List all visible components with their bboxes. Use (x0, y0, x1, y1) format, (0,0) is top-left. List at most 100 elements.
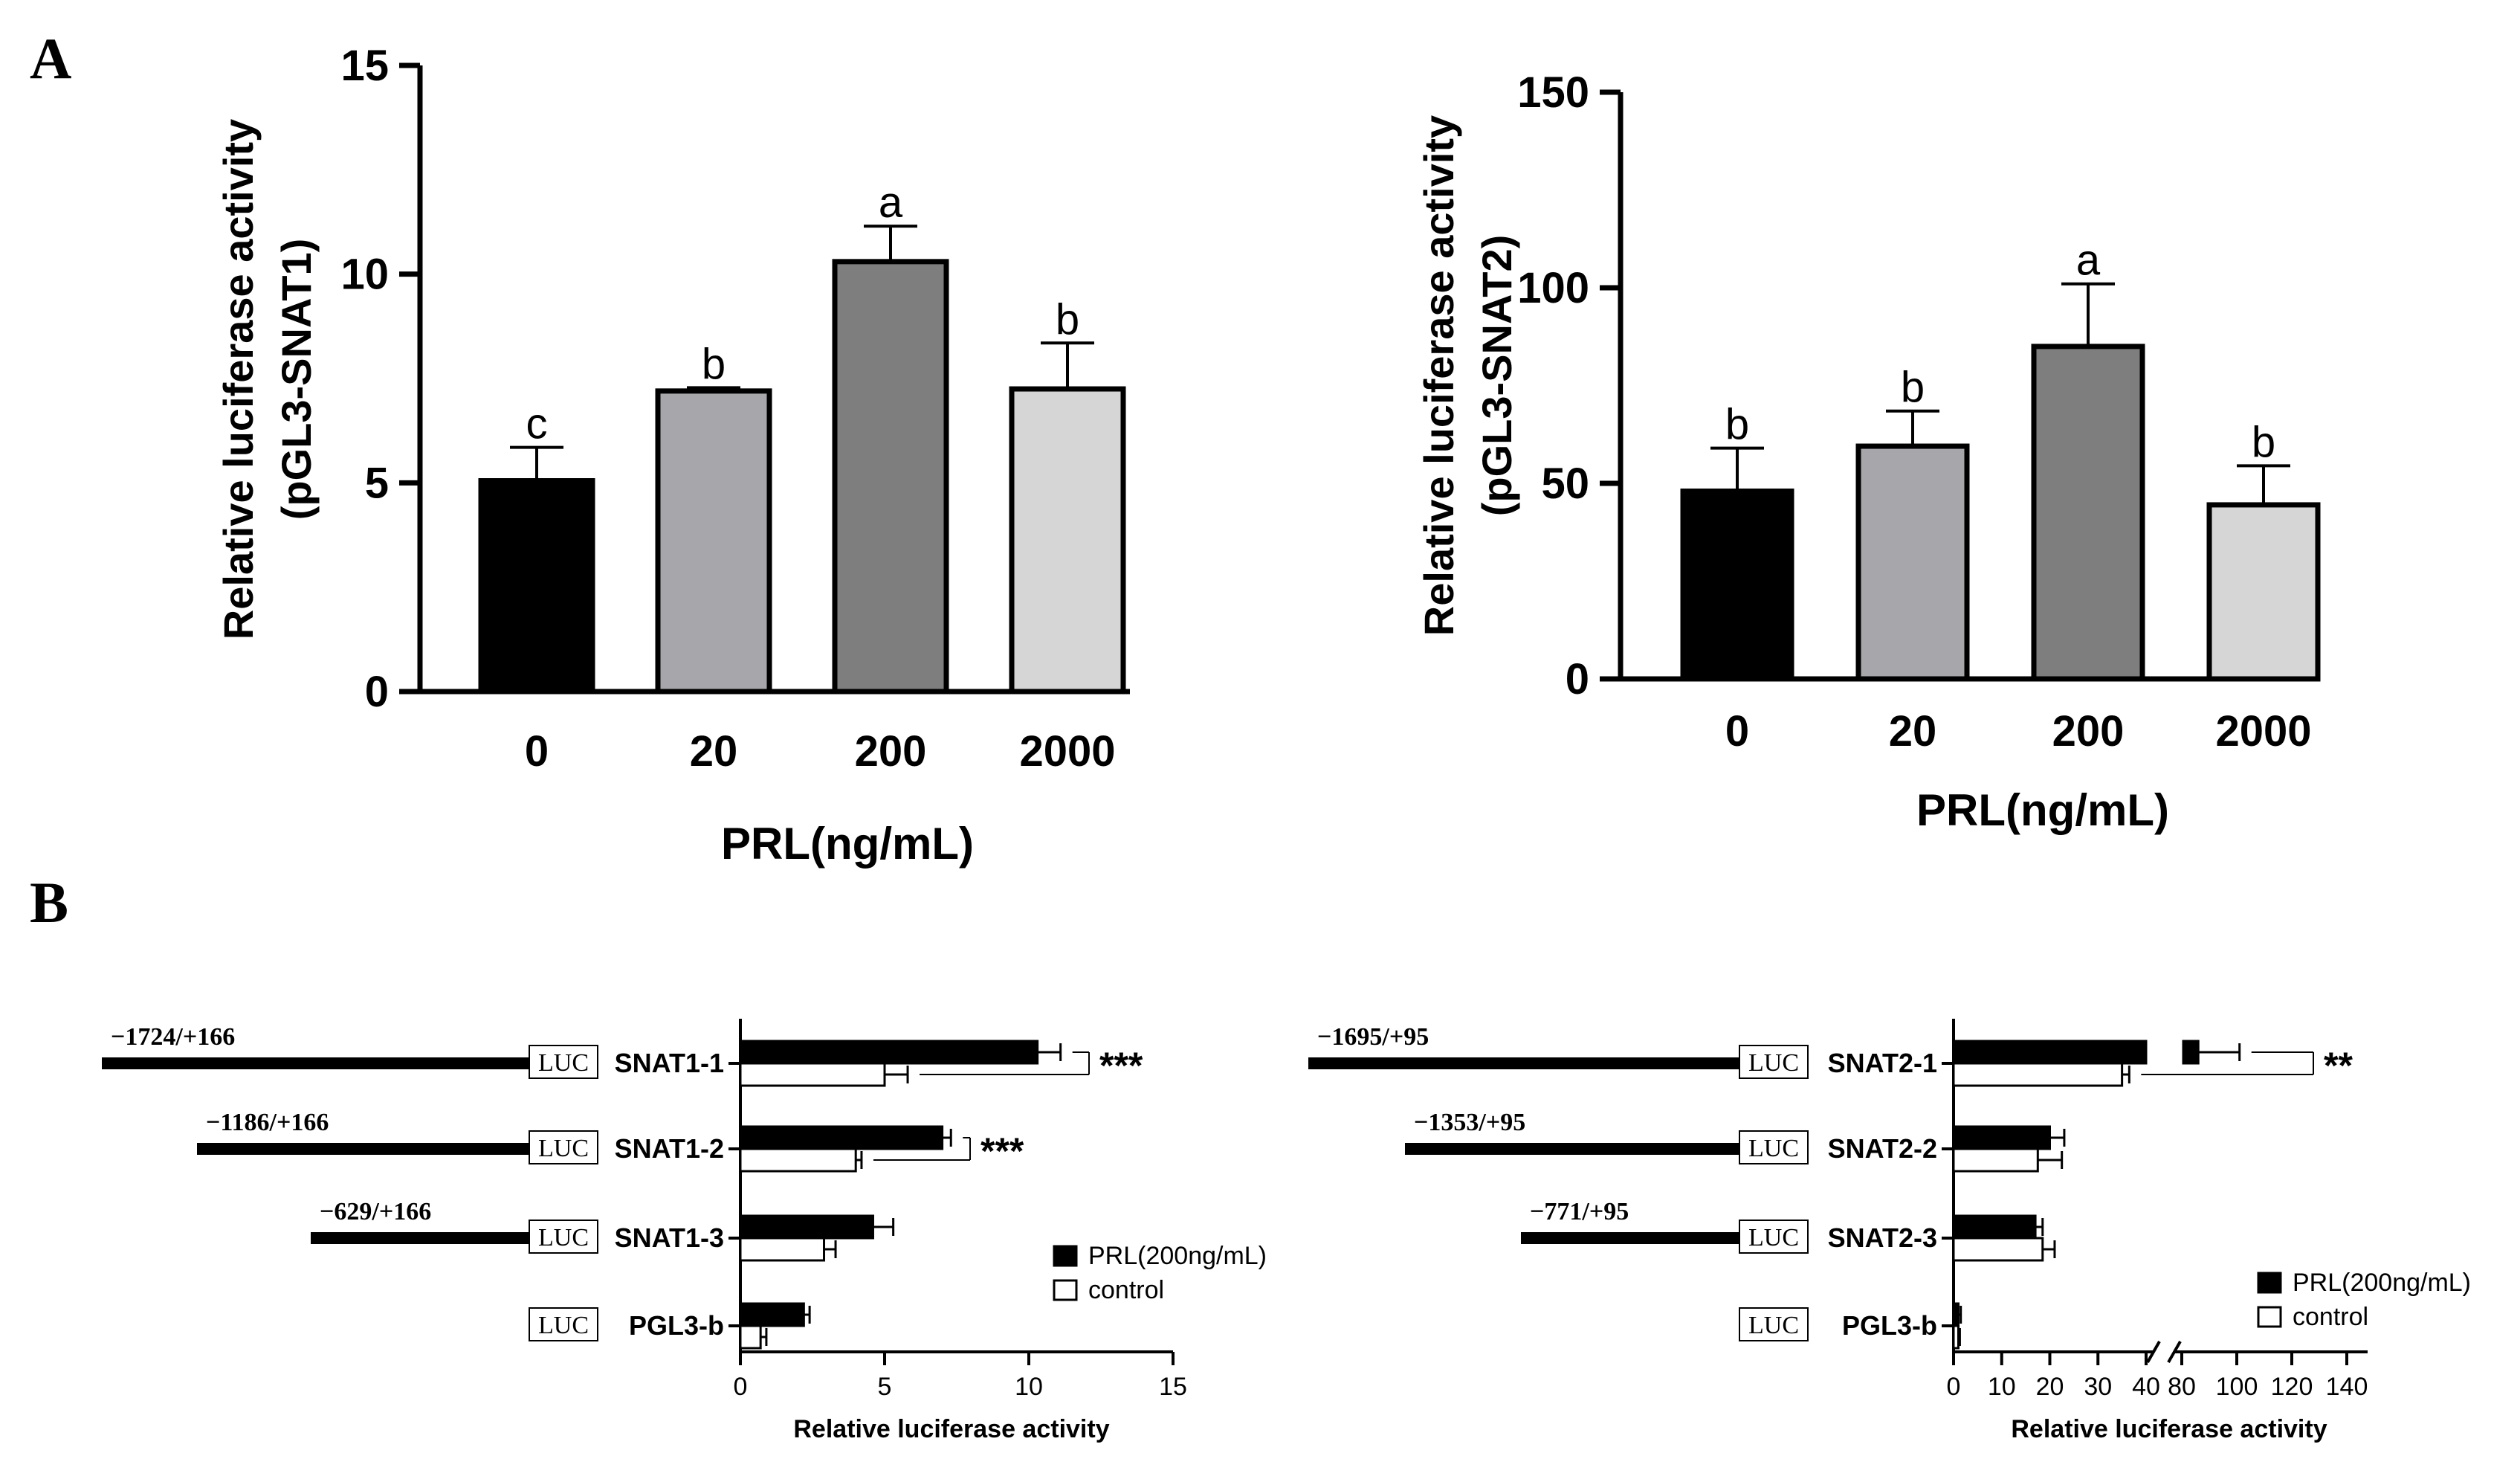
treated-bar (1952, 1125, 2051, 1150)
x-tick-label: 80 (2168, 1373, 2196, 1401)
luc-label: LUC (1748, 1049, 1799, 1077)
x-tick-label: 0 (1947, 1373, 1961, 1401)
bar (2031, 344, 2145, 682)
promoter-position-label: −1724/+166 (111, 1023, 235, 1051)
chart-b1-snat1-promoter: 0 5 10 15 Relative luciferase activity SNAT1-… (102, 1019, 1267, 1443)
y-axis-title-sub: (pGL3-SNAT2) (1473, 235, 1520, 517)
promoter-position-label: −1695/+95 (1317, 1023, 1429, 1051)
bar (1009, 386, 1126, 695)
legend-label-treated: PRL(200ng/mL) (1088, 1242, 1267, 1270)
construct-label: SNAT2-2 (1828, 1133, 1937, 1164)
luc-box (1739, 1130, 1809, 1164)
x-axis-title: Relative luciferase activity (793, 1415, 1109, 1443)
luc-label: LUC (538, 1224, 589, 1251)
promoter-line (1405, 1143, 1739, 1155)
treated-bar (1952, 1302, 1960, 1327)
treated-bar (739, 1040, 1039, 1065)
y-tick-label: 0 (365, 668, 389, 716)
control-bar (739, 1062, 886, 1087)
construct-label: SNAT1-2 (615, 1133, 724, 1164)
significance-letter: b (1901, 364, 1925, 412)
bar (1855, 443, 1970, 682)
panel-label-a: A (30, 26, 71, 91)
control-bar (1952, 1062, 2124, 1087)
bar (655, 388, 772, 695)
luc-label: LUC (1748, 1312, 1799, 1339)
promoter-line (311, 1232, 529, 1244)
y-tick-label: 15 (340, 42, 389, 90)
x-tick-label: 30 (2084, 1373, 2112, 1401)
luc-label: LUC (1748, 1135, 1799, 1162)
significance-letter: b (2252, 418, 2275, 466)
y-axis-title: Relative luciferase activity (215, 119, 262, 639)
x-tick-label: 20 (1889, 707, 1937, 756)
significance-stars: *** (980, 1130, 1024, 1172)
legend-label-treated: PRL(200ng/mL) (2293, 1269, 2471, 1297)
x-tick-label: 2000 (2215, 707, 2311, 756)
treated-bar (739, 1302, 805, 1327)
treated-bar (1952, 1214, 2037, 1240)
bar (478, 478, 595, 695)
x-tick-label: 20 (2036, 1373, 2064, 1401)
control-bar (1952, 1324, 1960, 1350)
promoter-position-label: −629/+166 (320, 1198, 431, 1225)
significance-letter: b (1056, 295, 1079, 344)
legend-label-control: control (2293, 1303, 2368, 1331)
luc-label: LUC (1748, 1224, 1799, 1251)
control-bar (739, 1237, 826, 1262)
y-axis-title-sub: (pGL3-SNAT1) (273, 239, 320, 521)
x-tick-label: 5 (878, 1373, 892, 1401)
promoter-position-label: −1353/+95 (1414, 1109, 1525, 1136)
legend-swatch-treated (2257, 1272, 2282, 1294)
x-tick-label: 10 (1015, 1373, 1043, 1401)
significance-stars: ** (2324, 1045, 2353, 1086)
treated-bar (1952, 1040, 2148, 1065)
bar (1680, 489, 1794, 682)
luc-box (529, 1045, 598, 1079)
x-tick-label: 0 (525, 727, 549, 776)
treated-bar (739, 1214, 874, 1240)
legend-swatch-treated (1053, 1245, 1078, 1267)
construct-label: SNAT2-3 (1828, 1222, 1937, 1253)
construct-label: SNAT1-1 (615, 1048, 724, 1078)
promoter-line (1308, 1057, 1739, 1069)
luc-box (529, 1220, 598, 1254)
x-tick-label: 2000 (1019, 727, 1115, 776)
luc-label: LUC (538, 1049, 589, 1077)
x-tick-label: 20 (690, 727, 738, 776)
control-bar (739, 1324, 762, 1350)
construct-label: SNAT2-1 (1828, 1048, 1937, 1078)
x-tick-label: 10 (1988, 1373, 2016, 1401)
axis-break-mark (2146, 1341, 2161, 1363)
legend-swatch-control (1053, 1279, 1078, 1301)
promoter-position-label: −1186/+166 (206, 1109, 329, 1136)
significance-letter: a (879, 178, 903, 227)
x-tick-label: 120 (2271, 1373, 2313, 1401)
x-tick-label: 200 (855, 727, 927, 776)
control-bar (1952, 1237, 2044, 1262)
y-tick-label: 5 (365, 459, 389, 507)
x-axis-title: PRL(ng/mL) (721, 819, 974, 869)
treated-bar (739, 1125, 944, 1150)
luc-label: LUC (538, 1135, 589, 1162)
x-axis-title: Relative luciferase activity (2011, 1415, 2327, 1443)
x-tick-label: 0 (734, 1373, 748, 1401)
luc-box (1739, 1220, 1809, 1254)
x-tick-label: 200 (2052, 707, 2125, 756)
chart-a2-snat2-bar: 0 50 100 150 b 0 b 20 a 200 b 2000 PRL(ng/mL) Relativ… (1415, 68, 2321, 835)
x-tick-label: 15 (1159, 1373, 1187, 1401)
significance-stars: *** (1099, 1045, 1143, 1086)
chart-b2-snat2-promoter: 0 10 20 30 40 80 100 120 140 Relative luciferase … (1308, 1019, 2471, 1443)
y-tick-label: 100 (1517, 264, 1589, 312)
significance-letter: c (526, 400, 548, 448)
control-bar (1952, 1147, 2039, 1173)
legend-swatch-control (2257, 1306, 2282, 1328)
axis-break-mark (2167, 1341, 2182, 1363)
control-bar (739, 1147, 857, 1173)
promoter-line (197, 1143, 529, 1155)
significance-letter: b (702, 340, 726, 388)
chart-a1-snat1-bar: 0 5 10 15 c 0 b 20 a 200 b 2000 PRL(ng/mL) Relative l… (215, 42, 1130, 869)
y-tick-label: 150 (1517, 68, 1589, 117)
x-axis-title: PRL(ng/mL) (1916, 785, 2169, 835)
construct-label: PGL3-b (1842, 1310, 1937, 1341)
